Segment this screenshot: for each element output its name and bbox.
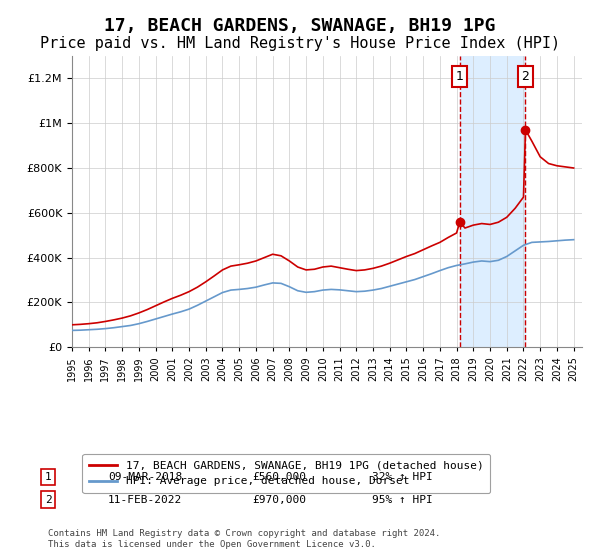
Bar [460, 56, 526, 347]
Text: 11-FEB-2022: 11-FEB-2022 [108, 494, 182, 505]
Text: Contains HM Land Registry data © Crown copyright and database right 2024.
This d: Contains HM Land Registry data © Crown c… [48, 529, 440, 549]
Text: £970,000: £970,000 [252, 494, 306, 505]
Text: 17, BEACH GARDENS, SWANAGE, BH19 1PG: 17, BEACH GARDENS, SWANAGE, BH19 1PG [104, 17, 496, 35]
Text: Price paid vs. HM Land Registry's House Price Index (HPI): Price paid vs. HM Land Registry's House … [40, 36, 560, 52]
Text: 1: 1 [456, 70, 464, 83]
Text: 95% ↑ HPI: 95% ↑ HPI [372, 494, 433, 505]
Text: 09-MAR-2018: 09-MAR-2018 [108, 472, 182, 482]
Text: 2: 2 [521, 70, 529, 83]
Text: 2: 2 [44, 494, 52, 505]
Text: 32% ↑ HPI: 32% ↑ HPI [372, 472, 433, 482]
Text: 1: 1 [44, 472, 52, 482]
Text: £560,000: £560,000 [252, 472, 306, 482]
Legend: 17, BEACH GARDENS, SWANAGE, BH19 1PG (detached house), HPI: Average price, detac: 17, BEACH GARDENS, SWANAGE, BH19 1PG (de… [82, 454, 490, 493]
